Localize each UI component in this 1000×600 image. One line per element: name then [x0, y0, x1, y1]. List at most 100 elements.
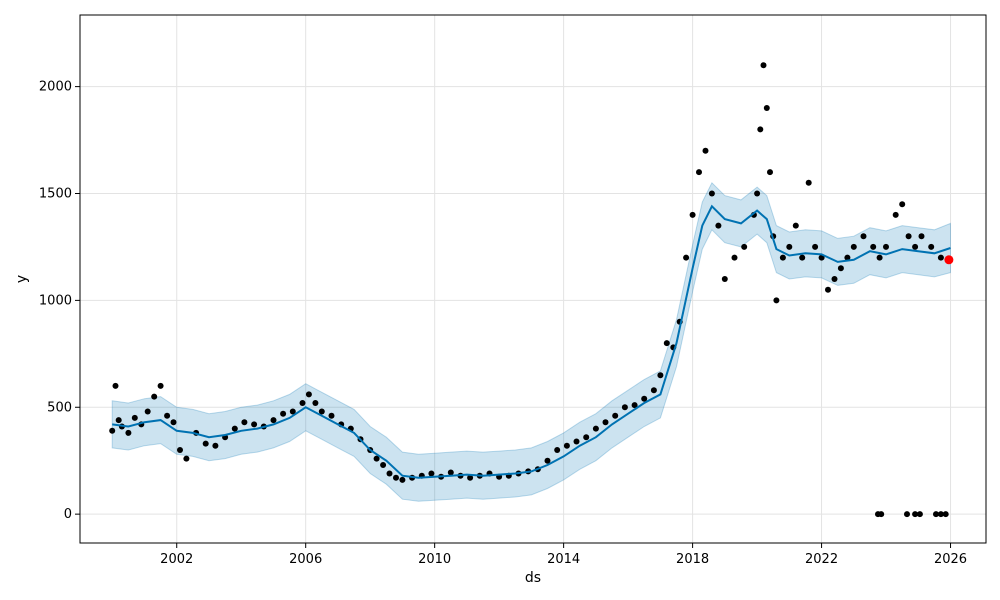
observed-point [805, 179, 812, 186]
observed-point [641, 395, 648, 402]
observed-point [657, 372, 664, 379]
observed-point [563, 442, 570, 449]
observed-point [689, 211, 696, 218]
y-axis-label: y [14, 275, 30, 283]
observed-point [573, 438, 580, 445]
plot-frame [79, 14, 987, 544]
observed-point [937, 254, 944, 261]
observed-point [151, 393, 158, 400]
observed-point [883, 243, 889, 250]
observed-point [792, 222, 799, 229]
observed-point [157, 382, 164, 389]
outlier-point [937, 511, 944, 518]
observed-point [837, 265, 844, 272]
observed-point [583, 434, 590, 441]
forecast-line-layer [112, 204, 951, 479]
observed-point [612, 412, 619, 419]
x-tick-label: 2006 [289, 552, 322, 567]
grid-lines [80, 15, 986, 543]
observed-point [754, 190, 761, 197]
observed-point [860, 233, 867, 240]
observed-point [280, 410, 287, 417]
observed-point [144, 408, 151, 415]
y-tick-label: 1500 [39, 186, 72, 201]
outlier-point [912, 511, 919, 518]
highlight-layer [944, 255, 954, 265]
observed-point [760, 62, 767, 69]
observed-point [696, 169, 702, 176]
x-axis-label: ds [525, 570, 541, 586]
observed-point [212, 442, 219, 449]
observed-point [318, 408, 325, 415]
observed-point [892, 211, 899, 218]
x-tick-label: 2022 [805, 552, 838, 567]
observed-point [786, 243, 793, 250]
observed-point [386, 470, 393, 477]
observed-point [631, 402, 638, 409]
observed-point [850, 243, 857, 250]
x-tick-label: 2002 [160, 552, 193, 567]
observed-point [125, 429, 132, 436]
observed-point [757, 126, 764, 133]
observed-point [202, 440, 209, 447]
outlier-point [942, 511, 949, 518]
observed-point [251, 421, 258, 428]
observed-point [918, 233, 925, 240]
observed-point [721, 276, 728, 282]
observed-point [312, 400, 319, 406]
x-tick-label: 2026 [934, 552, 967, 567]
observed-point [270, 417, 277, 424]
observed-point [767, 169, 773, 176]
observed-point [831, 276, 838, 282]
y-tick-label: 500 [47, 400, 72, 415]
observed-point [741, 243, 748, 250]
outlier-point [878, 511, 885, 518]
y-tick-label: 1000 [39, 293, 72, 308]
observed-point [708, 190, 715, 197]
observed-point [289, 408, 296, 415]
y-tick-label: 2000 [39, 80, 72, 95]
x-tick-label: 2010 [418, 552, 451, 567]
observed-point [241, 419, 248, 426]
observed-point [928, 243, 935, 250]
uncertainty-band [111, 181, 951, 502]
observed-point [380, 462, 387, 468]
observed-point [183, 455, 190, 462]
observed-point [428, 470, 435, 477]
observed-point [602, 419, 609, 426]
observed-point [844, 254, 851, 261]
observed-point [799, 254, 806, 261]
uncertainty-band-layer [111, 181, 951, 502]
observed-point [905, 233, 912, 240]
observed-point [650, 387, 657, 394]
observed-point [305, 391, 312, 398]
observed-point [876, 254, 883, 261]
observed-point [702, 147, 709, 154]
observed-point [467, 474, 474, 481]
observed-point [109, 427, 116, 434]
observed-point [592, 425, 599, 432]
observed-point [399, 476, 406, 483]
outlier-point [904, 511, 910, 518]
observed-point [328, 412, 335, 419]
observed-point [112, 382, 119, 389]
observed-points-layer [109, 62, 952, 518]
observed-point [763, 105, 770, 111]
observed-point [373, 455, 380, 462]
observed-point [825, 286, 831, 293]
observed-point [812, 243, 819, 250]
y-axis-ticks: 0 500 1000 1500 2000 [39, 80, 80, 522]
observed-point [393, 474, 399, 481]
y-tick-label: 0 [64, 507, 72, 522]
observed-point [683, 254, 690, 261]
observed-point [663, 340, 670, 347]
observed-point [899, 201, 906, 208]
observed-point [731, 254, 738, 261]
x-tick-label: 2014 [547, 552, 580, 567]
x-tick-label: 2018 [676, 552, 709, 567]
observed-point [773, 297, 780, 304]
latest-point [944, 255, 954, 265]
observed-point [715, 222, 722, 229]
x-axis-ticks: 2002 2006 2010 2014 2018 2022 2026 [160, 543, 967, 567]
observed-point [621, 404, 628, 411]
